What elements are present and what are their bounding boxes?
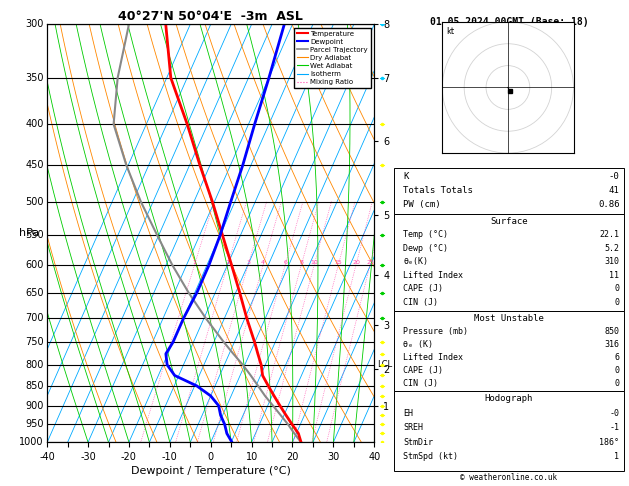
Text: 6: 6	[615, 353, 620, 362]
Text: 3: 3	[246, 260, 250, 265]
Y-axis label: km
ASL: km ASL	[406, 223, 424, 244]
Text: EH: EH	[403, 409, 413, 418]
Text: © weatheronline.co.uk: © weatheronline.co.uk	[460, 473, 557, 482]
Text: θₑ (K): θₑ (K)	[403, 340, 433, 349]
Text: SREH: SREH	[403, 423, 423, 433]
Text: 4: 4	[261, 260, 265, 265]
Text: Dewp (°C): Dewp (°C)	[403, 244, 448, 253]
Text: 41: 41	[609, 186, 620, 195]
Text: 20: 20	[352, 260, 360, 265]
Bar	[394, 214, 624, 311]
Text: 25: 25	[366, 260, 374, 265]
Text: 950: 950	[25, 419, 44, 430]
Text: Most Unstable: Most Unstable	[474, 314, 544, 323]
Text: 2: 2	[226, 260, 230, 265]
Text: CIN (J): CIN (J)	[403, 298, 438, 307]
Text: PW (cm): PW (cm)	[403, 200, 441, 209]
Text: 8: 8	[299, 260, 303, 265]
Text: Lifted Index: Lifted Index	[403, 271, 463, 280]
Text: CIN (J): CIN (J)	[403, 379, 438, 388]
Text: Surface: Surface	[490, 217, 528, 226]
Text: -0: -0	[610, 409, 620, 418]
Text: 1: 1	[192, 260, 196, 265]
Text: CAPE (J): CAPE (J)	[403, 284, 443, 293]
Text: Hodograph: Hodograph	[485, 394, 533, 403]
Text: 600: 600	[26, 260, 44, 270]
Text: K: K	[403, 172, 408, 181]
Text: 850: 850	[604, 327, 620, 336]
Text: 0: 0	[615, 365, 620, 375]
Text: 316: 316	[604, 340, 620, 349]
Text: hPa: hPa	[19, 228, 39, 238]
Text: 800: 800	[26, 360, 44, 370]
Text: 500: 500	[25, 197, 44, 207]
Text: 11: 11	[610, 271, 620, 280]
Text: LCL: LCL	[377, 360, 392, 369]
Text: 15: 15	[335, 260, 342, 265]
Text: 850: 850	[25, 381, 44, 391]
Text: 1000: 1000	[19, 437, 44, 447]
Text: StmSpd (kt): StmSpd (kt)	[403, 452, 458, 462]
Text: 22.1: 22.1	[599, 230, 620, 239]
Text: 1: 1	[615, 452, 620, 462]
Text: 5.2: 5.2	[604, 244, 620, 253]
Legend: Temperature, Dewpoint, Parcel Trajectory, Dry Adiabat, Wet Adiabat, Isotherm, Mi: Temperature, Dewpoint, Parcel Trajectory…	[294, 28, 370, 88]
Text: CAPE (J): CAPE (J)	[403, 365, 443, 375]
Text: -0: -0	[609, 172, 620, 181]
Bar	[394, 168, 624, 214]
Text: 350: 350	[25, 73, 44, 83]
Text: Pressure (mb): Pressure (mb)	[403, 327, 468, 336]
X-axis label: Dewpoint / Temperature (°C): Dewpoint / Temperature (°C)	[131, 466, 291, 476]
Text: 300: 300	[26, 19, 44, 29]
Title: 40°27'N 50°04'E  -3m  ASL: 40°27'N 50°04'E -3m ASL	[118, 10, 303, 23]
Text: 6: 6	[283, 260, 287, 265]
Text: 10: 10	[310, 260, 318, 265]
Text: 450: 450	[25, 160, 44, 170]
Text: θₑ(K): θₑ(K)	[403, 257, 428, 266]
Text: Lifted Index: Lifted Index	[403, 353, 463, 362]
Text: 0.86: 0.86	[598, 200, 620, 209]
Text: StmDir: StmDir	[403, 438, 433, 447]
Text: kt: kt	[446, 27, 454, 36]
Text: 186°: 186°	[599, 438, 620, 447]
Text: Mixing Ratio (g/kg): Mixing Ratio (g/kg)	[396, 193, 405, 273]
Text: -1: -1	[610, 423, 620, 433]
Text: 01.05.2024 00GMT (Base: 18): 01.05.2024 00GMT (Base: 18)	[430, 17, 588, 27]
Text: 0: 0	[615, 284, 620, 293]
Text: Temp (°C): Temp (°C)	[403, 230, 448, 239]
Text: 400: 400	[26, 119, 44, 129]
Bar	[394, 391, 624, 471]
Text: 550: 550	[25, 230, 44, 240]
Text: 650: 650	[25, 288, 44, 298]
Text: Totals Totals: Totals Totals	[403, 186, 473, 195]
Text: 700: 700	[25, 313, 44, 324]
Text: 0: 0	[615, 379, 620, 388]
Text: 0: 0	[615, 298, 620, 307]
Bar	[394, 311, 624, 391]
Text: 750: 750	[25, 337, 44, 347]
Text: 310: 310	[604, 257, 620, 266]
Text: 900: 900	[26, 400, 44, 411]
